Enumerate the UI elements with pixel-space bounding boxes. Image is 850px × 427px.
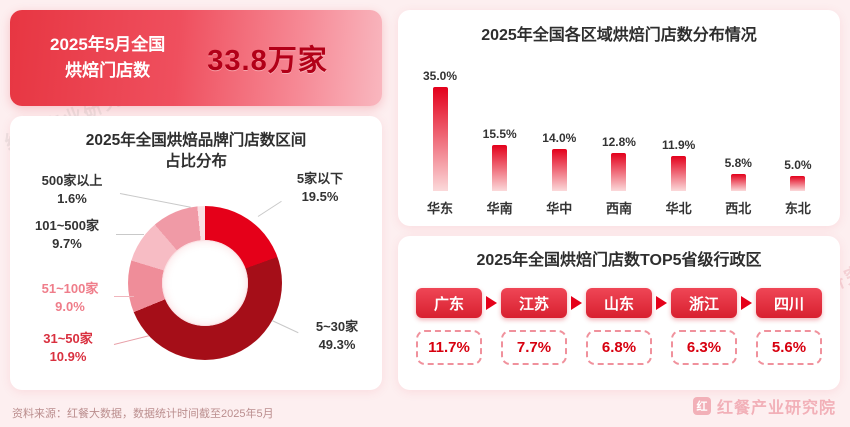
bar-category-label: 东北 (784, 201, 811, 216)
donut-label-name: 31~50家 (43, 331, 93, 346)
donut-label-51-100: 51~100家 9.0% (22, 280, 118, 316)
bar-column: 5.0% 东北 (770, 158, 826, 216)
donut-label-name: 5~30家 (315, 319, 359, 334)
region-distribution-card: 2025年全国各区域烘焙门店数分布情况 35.0% 华东 15.5% 华南 14.0% 华… (398, 10, 840, 226)
province-badge: 浙江 (671, 288, 737, 318)
bar-value-label: 5.0% (784, 158, 812, 172)
province-share: 6.8% (586, 330, 652, 365)
bar-column: 11.9% 华北 (651, 138, 707, 216)
bar-chart: 35.0% 华东 15.5% 华南 14.0% 华中 12.8% 西南 11.9% 华北 5.8% 西… (412, 69, 826, 216)
donut-label-pct: 1.6% (57, 191, 87, 207)
hongcan-logo: 红 红餐产业研究院 (692, 394, 836, 418)
donut-card-title: 2025年全国烘焙品牌门店数区间 占比分布 (10, 131, 382, 173)
donut-label-under-5: 5家以下 19.5% (272, 170, 368, 206)
bar-category-label: 华中 (546, 201, 573, 216)
arrow-right-icon (571, 296, 582, 310)
top5-card-title: 2025年全国烘焙门店数TOP5省级行政区 (476, 252, 762, 269)
bar (432, 87, 448, 191)
bar-category-label: 西南 (605, 201, 632, 216)
donut-label-pct: 9.7% (52, 236, 82, 252)
province-share: 11.7% (416, 330, 482, 365)
top5-item: 山东 6.8% (586, 288, 652, 365)
bar-category-label: 华南 (486, 201, 513, 216)
bar-category-label: 华北 (665, 201, 692, 216)
province-badge: 广东 (416, 288, 482, 318)
province-share: 6.3% (671, 330, 737, 365)
bar-column: 14.0% 华中 (531, 131, 587, 216)
donut-label-over-500: 500家以上 1.6% (22, 172, 122, 208)
donut-label-name: 101~500家 (35, 218, 99, 233)
bar-value-label: 35.0% (422, 69, 458, 83)
bar (730, 174, 746, 191)
province-badge: 山东 (586, 288, 652, 318)
bar-value-label: 11.9% (661, 138, 696, 152)
leader-line (113, 335, 150, 345)
donut-label-pct: 19.5% (301, 189, 339, 205)
total-stores-card: 2025年5月全国 烘焙门店数 33.8万家 (10, 10, 382, 106)
donut-chart-area: 5家以下 19.5% 5~30家 49.3% 31~50家 10.9% 51~1… (10, 116, 382, 390)
top5-provinces-card: 2025年全国烘焙门店数TOP5省级行政区 广东 11.7% 江苏 7.7% 山… (398, 236, 840, 390)
donut-label-name: 51~100家 (41, 281, 99, 296)
donut-label-name: 5家以下 (296, 171, 344, 186)
bar-column: 15.5% 华南 (472, 127, 528, 216)
total-stores-value: 33.8万家 (207, 45, 328, 77)
donut-label-pct: 9.0% (55, 299, 85, 315)
bar-value-label: 15.5% (482, 127, 517, 141)
brand-store-range-card: 2025年全国烘焙品牌门店数区间 占比分布 5家以下 19.5% 5~30家 4… (10, 116, 382, 390)
leader-line (271, 320, 299, 334)
donut-label-name: 500家以上 (41, 173, 103, 188)
hongcan-logo-text: 红餐产业研究院 (716, 400, 836, 417)
top5-item: 浙江 6.3% (671, 288, 737, 365)
donut-card-title-line2: 占比分布 (164, 152, 227, 170)
bar-value-label: 12.8% (601, 135, 636, 149)
top5-item: 广东 11.7% (416, 288, 482, 365)
leader-line (116, 234, 144, 235)
bar-value-label: 14.0% (542, 131, 577, 145)
donut-label-pct: 10.9% (49, 349, 87, 365)
province-share: 5.6% (756, 330, 822, 365)
data-source-note: 资料来源：红餐大数据，数据统计时间截至2025年5月 (12, 408, 274, 420)
total-stores-title-line1: 2025年5月全国 (50, 34, 166, 54)
province-share: 7.7% (501, 330, 567, 365)
top5-item: 江苏 7.7% (501, 288, 567, 365)
bar (671, 156, 687, 191)
donut-card-title-line1: 2025年全国烘焙品牌门店数区间 (85, 132, 307, 149)
total-stores-title-line2: 烘焙门店数 (65, 61, 151, 80)
bar (611, 153, 627, 191)
donut-label-pct: 49.3% (318, 337, 356, 353)
donut-label-31-50: 31~50家 10.9% (20, 330, 116, 366)
donut-label-101-500: 101~500家 9.7% (16, 217, 118, 253)
top5-item: 四川 5.6% (756, 288, 822, 365)
bar-column: 12.8% 西南 (591, 135, 647, 216)
donut-hole (162, 240, 248, 326)
leader-line (114, 296, 134, 297)
bar-category-label: 西北 (725, 201, 752, 216)
hongcan-logo-icon: 红 (692, 397, 711, 415)
bar-category-label: 华东 (426, 201, 453, 216)
leader-line (119, 193, 191, 208)
donut-label-5-30: 5~30家 49.3% (298, 318, 376, 354)
total-stores-title: 2025年5月全国 烘焙门店数 (50, 32, 165, 85)
bar (551, 149, 567, 191)
top5-list: 广东 11.7% 江苏 7.7% 山东 6.8% 浙江 6.3% 四川 5.6% (416, 288, 822, 365)
arrow-right-icon (656, 296, 667, 310)
bar-column: 35.0% 华东 (412, 69, 468, 216)
arrow-right-icon (741, 296, 752, 310)
arrow-right-icon (486, 296, 497, 310)
bar-value-label: 5.8% (724, 156, 752, 170)
bar-column: 5.8% 西北 (710, 156, 766, 216)
bar-card-title: 2025年全国各区域烘焙门店数分布情况 (481, 27, 757, 44)
bar (790, 176, 806, 191)
bar (492, 145, 508, 191)
province-badge: 四川 (756, 288, 822, 318)
province-badge: 江苏 (501, 288, 567, 318)
